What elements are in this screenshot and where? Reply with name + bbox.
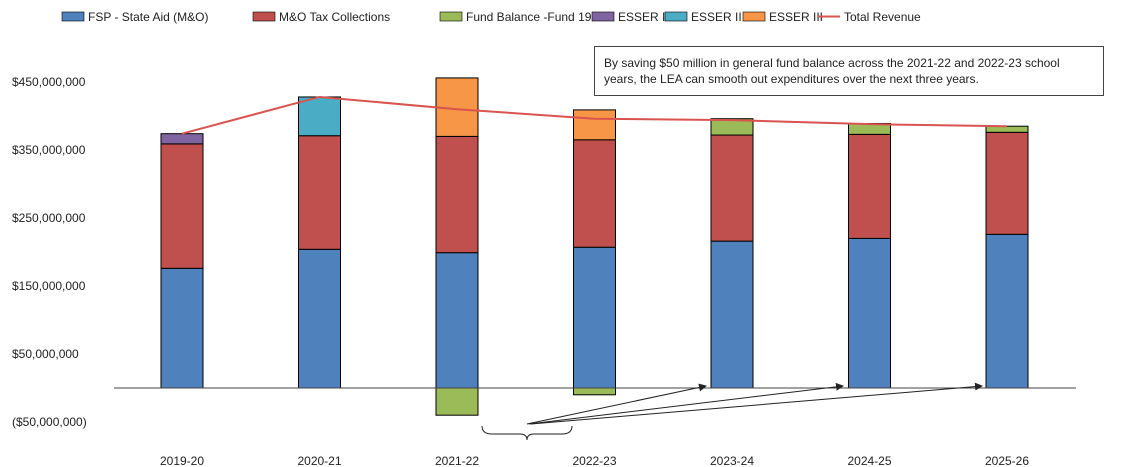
legend-swatch-esser-ii: [664, 11, 688, 22]
legend-swatch-esser-i: [591, 11, 615, 22]
legend-label-m-o-tax-collections: M&O Tax Collections: [279, 10, 390, 24]
bar-fund-balance-fund-199-2021-22: [435, 387, 479, 416]
x-axis-tick-labels: 2019-20 2020-21 2021-22 2022-23 2023-24 2024-…: [160, 454, 1029, 467]
total-revenue-line: [181, 95, 1008, 135]
bar-fsp-state-aid-m-o-2025-26: [985, 233, 1029, 389]
chart-legend: FSP - State Aid (M&O) M&O Tax Collections…: [61, 10, 921, 24]
bar-fund-balance-fund-199-2022-23: [573, 387, 616, 396]
bar-fsp-state-aid-m-o-2023-24: [710, 240, 754, 389]
legend-swatch-fund-balance-fund-199: [439, 11, 463, 22]
chart-annotation: By saving $50 million in general fund ba…: [594, 46, 1104, 96]
bar-fsp-state-aid-m-o-2024-25: [848, 237, 891, 389]
bar-m-o-tax-collections-2025-26: [985, 131, 1029, 235]
x-tick-label: 2023-24: [710, 454, 754, 467]
x-tick-label: 2020-21: [297, 454, 341, 467]
bar-fsp-state-aid-m-o-2022-23: [573, 246, 616, 389]
legend-swatch-esser-iii: [742, 11, 766, 22]
bar-fund-balance-fund-199-2023-24: [710, 118, 754, 136]
y-tick-label: ($50,000,000): [12, 415, 87, 429]
bar-fund-balance-fund-199-2025-26: [985, 125, 1029, 133]
legend-swatch-fsp-state-aid-m-o: [61, 11, 85, 22]
bar-fsp-state-aid-m-o-2019-20: [160, 267, 204, 389]
bar-esser-ii-2020-21: [298, 96, 341, 137]
legend-label-esser-ii: ESSER II: [691, 10, 742, 24]
y-tick-label: $450,000,000: [12, 75, 86, 89]
legend-label-esser-iii: ESSER III: [769, 10, 823, 24]
legend-swatch-m-o-tax-collections: [252, 11, 276, 22]
x-tick-label: 2024-25: [847, 454, 891, 467]
bar-fsp-state-aid-m-o-2020-21: [298, 248, 341, 389]
annotation-arrow: [528, 382, 844, 425]
y-tick-label: $250,000,000: [12, 211, 86, 225]
total-revenue-line-layer: [181, 95, 1008, 135]
bar-group: [160, 77, 1029, 416]
curly-brace: [481, 425, 573, 441]
annotation-arrow: [530, 382, 983, 425]
bar-fsp-state-aid-m-o-2021-22: [435, 252, 479, 389]
bar-m-o-tax-collections-2021-22: [435, 135, 479, 254]
bar-esser-iii-2022-23: [573, 109, 616, 141]
bar-esser-i-2019-20: [160, 133, 204, 145]
y-tick-label: $50,000,000: [12, 347, 79, 361]
legend-label-fund-balance-fund-199: Fund Balance -Fund 199: [466, 10, 598, 24]
x-tick-label: 2021-22: [435, 454, 479, 467]
bar-m-o-tax-collections-2024-25: [848, 133, 891, 239]
legend-label-total-revenue: Total Revenue: [844, 10, 921, 24]
y-tick-label: $150,000,000: [12, 279, 86, 293]
legend-label-fsp-state-aid-m-o: FSP - State Aid (M&O): [88, 10, 208, 24]
bar-m-o-tax-collections-2023-24: [710, 134, 754, 242]
bar-m-o-tax-collections-2019-20: [160, 143, 204, 269]
bar-m-o-tax-collections-2020-21: [298, 135, 341, 250]
bar-m-o-tax-collections-2022-23: [573, 139, 616, 248]
y-tick-label: $350,000,000: [12, 143, 86, 157]
x-tick-label: 2022-23: [572, 454, 616, 467]
x-tick-label: 2025-26: [985, 454, 1029, 467]
annotation-arrow: [526, 383, 707, 425]
annotation-arrows: [481, 382, 983, 441]
y-axis-tick-labels: $450,000,000 $350,000,000 $250,000,000 $150…: [12, 75, 87, 429]
legend-label-esser-i: ESSER I: [618, 10, 665, 24]
x-tick-label: 2019-20: [160, 454, 204, 467]
